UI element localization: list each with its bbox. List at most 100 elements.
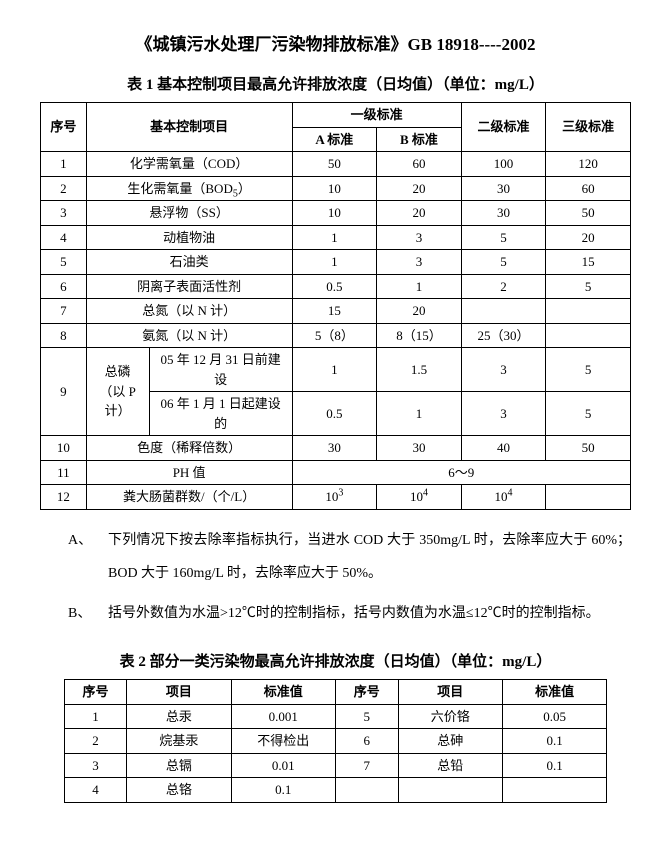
table-cell: 0.5 (292, 274, 377, 299)
table-cell: 0.1 (502, 753, 606, 778)
table-cell: 总铬 (127, 778, 231, 803)
table2-title: 表 2 部分一类污染物最高允许排放浓度（日均值）（单位：mg/L） (40, 650, 631, 671)
table-cell: 不得检出 (231, 729, 335, 754)
table-cell: 氨氮（以 N 计） (86, 323, 292, 348)
table-cell: 烷基汞 (127, 729, 231, 754)
table-cell: 动植物油 (86, 225, 292, 250)
table-cell: 50 (546, 436, 631, 461)
table-cell: 1 (41, 152, 87, 177)
table-cell: 20 (377, 201, 462, 226)
t1-r11-item: PH 值 (86, 460, 292, 485)
table-cell: 20 (377, 299, 462, 324)
table-cell: 阴离子表面活性剂 (86, 274, 292, 299)
table-cell: 5 (546, 274, 631, 299)
table-cell: 10 (292, 176, 377, 201)
note-b-text: 括号外数值为水温>12℃时的控制指标，括号内数值为水温≤12℃时的控制指标。 (108, 597, 631, 631)
table-cell: 25（30） (461, 323, 546, 348)
t1-r12-l2: 104 (461, 485, 546, 510)
table-cell (461, 299, 546, 324)
table-cell: 0.001 (231, 704, 335, 729)
table-cell: 10 (41, 436, 87, 461)
t1-r11-n: 11 (41, 460, 87, 485)
table-cell: 6 (335, 729, 398, 754)
t1-h-level3: 三级标准 (546, 103, 631, 152)
t1-r12-a: 103 (292, 485, 377, 510)
table-cell: 六价铬 (398, 704, 502, 729)
table-cell: 1 (377, 274, 462, 299)
note-a-text: 下列情况下按去除率指标执行，当进水 COD 大于 350mg/L 时，去除率应大… (108, 524, 631, 591)
table-cell: 5（8） (292, 323, 377, 348)
table-cell: 60 (377, 152, 462, 177)
t1-r9-s1-l2: 3 (461, 348, 546, 392)
table-cell: 60 (546, 176, 631, 201)
table-cell: 6 (41, 274, 87, 299)
table-cell: 总汞 (127, 704, 231, 729)
table-cell: 化学需氧量（COD） (86, 152, 292, 177)
table-cell: 5 (461, 225, 546, 250)
table-cell: 生化需氧量（BOD5） (86, 176, 292, 201)
table2: 序号 项目 标准值 序号 项目 标准值 1总汞0.0015六价铬0.052烷基汞… (64, 679, 608, 803)
table-cell: 色度（稀释倍数） (86, 436, 292, 461)
table-cell: 总砷 (398, 729, 502, 754)
note-b-label: B、 (68, 597, 108, 631)
table-cell: 0.01 (231, 753, 335, 778)
table-cell: 10 (292, 201, 377, 226)
t1-r9-s2-l2: 3 (461, 392, 546, 436)
notes: A、 下列情况下按去除率指标执行，当进水 COD 大于 350mg/L 时，去除… (68, 524, 631, 631)
t1-h-levelA: A 标准 (292, 127, 377, 152)
note-a-label: A、 (68, 524, 108, 591)
table-cell: 8（15） (377, 323, 462, 348)
table-cell: 总镉 (127, 753, 231, 778)
t1-r9-group: 总磷（以 P 计） (86, 348, 149, 436)
t2-h-serial-r: 序号 (335, 680, 398, 705)
table-cell: 3 (377, 250, 462, 275)
table-cell: 30 (461, 176, 546, 201)
table-cell: 3 (41, 201, 87, 226)
table-cell: 0.05 (502, 704, 606, 729)
t1-h-serial: 序号 (41, 103, 87, 152)
table-cell: 30 (377, 436, 462, 461)
t2-h-value-r: 标准值 (502, 680, 606, 705)
table-cell: 1 (292, 250, 377, 275)
t2-h-value-l: 标准值 (231, 680, 335, 705)
table1: 序号 基本控制项目 一级标准 二级标准 三级标准 A 标准 B 标准 1化学需氧… (40, 102, 631, 510)
table-cell: 8 (41, 323, 87, 348)
table-cell: 3 (377, 225, 462, 250)
table-cell: 总氮（以 N 计） (86, 299, 292, 324)
table-cell: 2 (41, 176, 87, 201)
t1-r9-s1-b: 1.5 (377, 348, 462, 392)
t1-r12-n: 12 (41, 485, 87, 510)
t1-h-level1: 一级标准 (292, 103, 461, 128)
table-cell (546, 299, 631, 324)
table-cell (398, 778, 502, 803)
table-cell: 5 (461, 250, 546, 275)
table-cell: 石油类 (86, 250, 292, 275)
t1-r9-s2-a: 0.5 (292, 392, 377, 436)
t2-h-item-r: 项目 (398, 680, 502, 705)
table-cell: 30 (292, 436, 377, 461)
table-cell: 30 (461, 201, 546, 226)
t1-h-level2: 二级标准 (461, 103, 546, 152)
table-cell: 4 (41, 225, 87, 250)
table-cell: 悬浮物（SS） (86, 201, 292, 226)
table-cell: 0.1 (231, 778, 335, 803)
t1-r12-item: 粪大肠菌群数/（个/L） (86, 485, 292, 510)
t1-r12-b: 104 (377, 485, 462, 510)
table-cell (335, 778, 398, 803)
t1-r9-s2-b: 1 (377, 392, 462, 436)
table-cell: 1 (292, 225, 377, 250)
table-cell: 20 (377, 176, 462, 201)
table-cell: 5 (335, 704, 398, 729)
table1-title: 表 1 基本控制项目最高允许排放浓度（日均值）（单位：mg/L） (40, 73, 631, 94)
table-cell: 50 (292, 152, 377, 177)
t1-r9-s2-item: 06 年 1 月 1 日起建设的 (149, 392, 292, 436)
table-cell: 15 (292, 299, 377, 324)
t2-h-serial-l: 序号 (64, 680, 127, 705)
t1-h-levelB: B 标准 (377, 127, 462, 152)
table-cell: 50 (546, 201, 631, 226)
table-cell: 40 (461, 436, 546, 461)
t1-r12-l3 (546, 485, 631, 510)
table-cell: 总铅 (398, 753, 502, 778)
table-cell: 100 (461, 152, 546, 177)
table-cell: 0.1 (502, 729, 606, 754)
